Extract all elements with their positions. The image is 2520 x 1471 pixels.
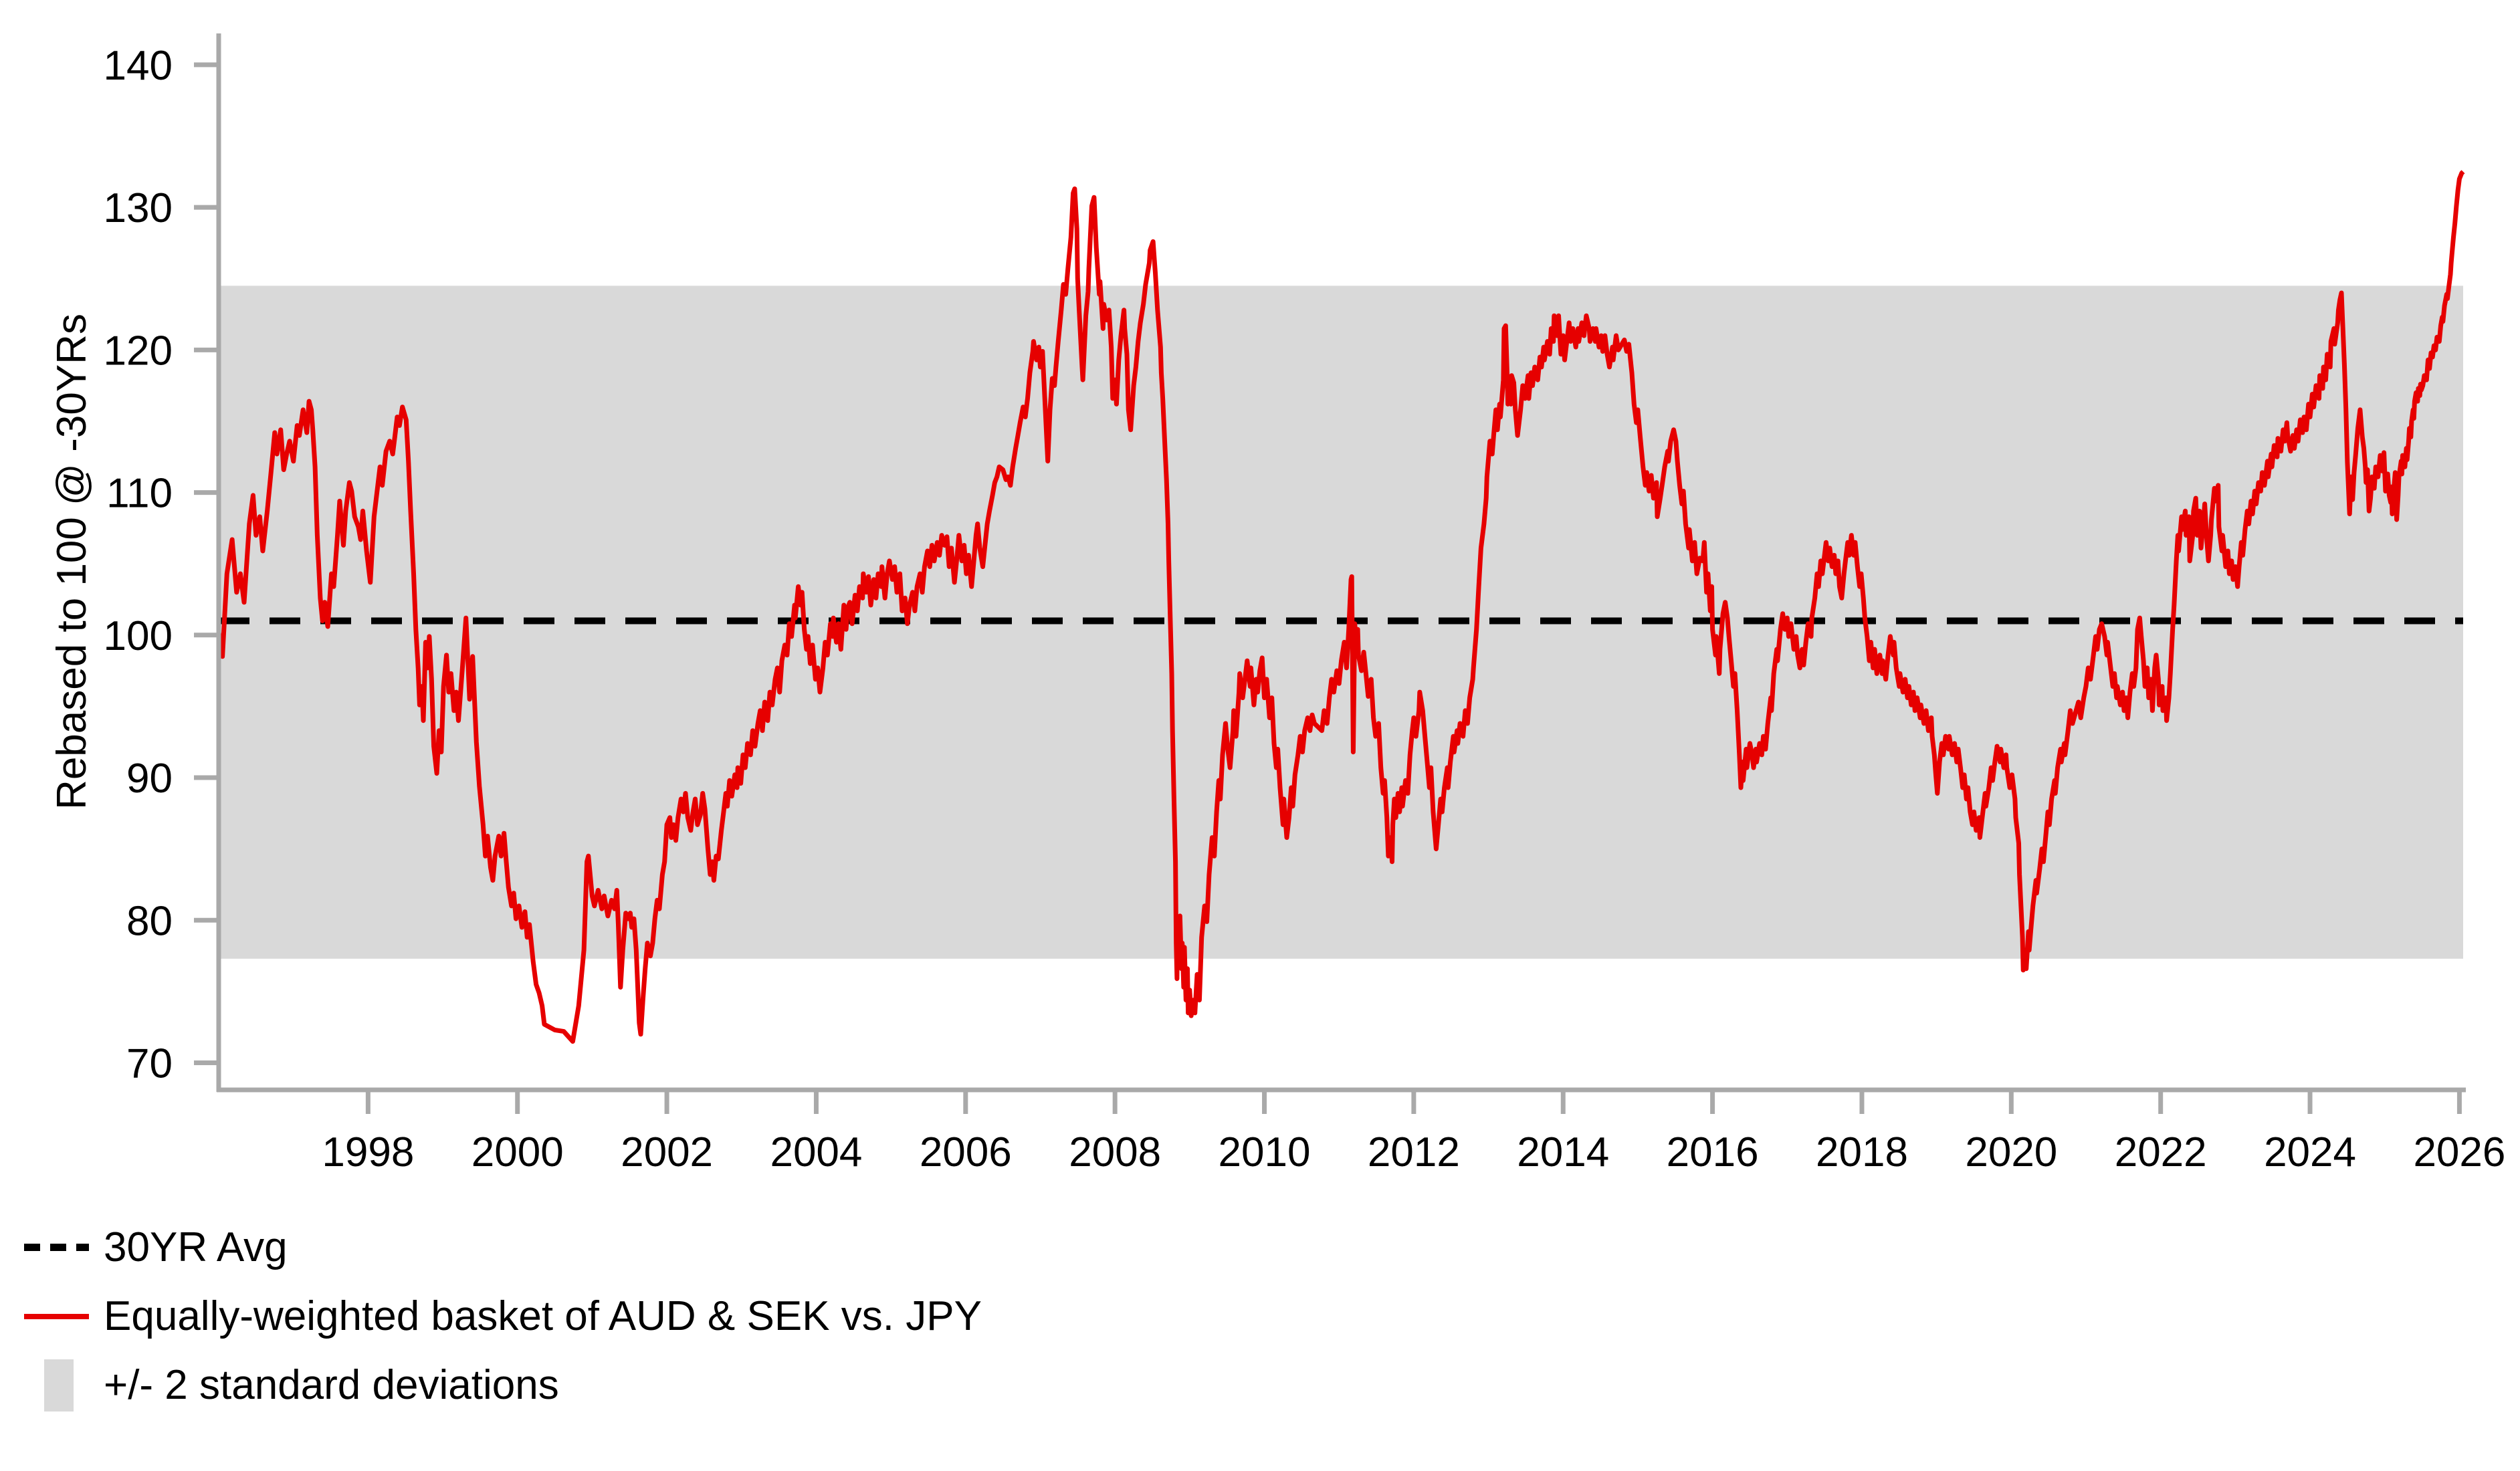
x-tick-label: 2006 <box>920 1129 1012 1175</box>
series-layer <box>216 170 2465 1044</box>
y-tick-label: 130 <box>104 185 173 231</box>
x-tick-label: 2026 <box>2413 1129 2505 1175</box>
y-axis-title: Rebased to 100 @ -30YRs <box>49 314 95 810</box>
dashed-line-swatch-icon <box>24 1244 89 1251</box>
legend-label-band: +/- 2 standard deviations <box>104 1361 559 1408</box>
legend-label-basket: Equally-weighted basket of AUD & SEK vs.… <box>104 1292 982 1339</box>
x-tick-label: 2010 <box>1219 1129 1311 1175</box>
legend-swatch-column <box>24 1244 91 1251</box>
legend-item-basket: Equally-weighted basket of AUD & SEK vs.… <box>24 1282 982 1351</box>
legend-item-avg: 30YR Avg <box>24 1213 982 1282</box>
legend-swatch-column <box>24 1359 91 1411</box>
x-tick-label: 2014 <box>1517 1129 1609 1175</box>
axis-layer: 70 80 90 100 110 120 130 140 1998 2000 2002 2004 200… <box>104 33 2505 1175</box>
y-tick-label: 100 <box>104 613 173 659</box>
y-tick-label: 120 <box>104 328 173 374</box>
y-tick-label: 90 <box>126 756 173 802</box>
y-tick-label: 110 <box>106 471 173 517</box>
x-tick-label: 2002 <box>621 1129 713 1175</box>
x-tick-label: 2022 <box>2115 1129 2207 1175</box>
y-tick-label: 80 <box>126 898 173 944</box>
basket-series-line <box>216 170 2465 1044</box>
legend-label-avg: 30YR Avg <box>104 1224 288 1270</box>
legend: 30YR Avg Equally-weighted basket of AUD … <box>24 1213 982 1420</box>
y-tick-label: 140 <box>104 43 173 89</box>
x-tick-label: 2004 <box>770 1129 862 1175</box>
red-line-swatch-icon <box>24 1313 89 1319</box>
legend-item-band: +/- 2 standard deviations <box>24 1351 982 1420</box>
x-tick-label: 2012 <box>1368 1129 1460 1175</box>
y-tick-label: 70 <box>126 1040 173 1087</box>
x-tick-label: 2020 <box>1965 1129 2057 1175</box>
x-tick-label: 2024 <box>2264 1129 2356 1175</box>
legend-swatch-column <box>24 1313 91 1319</box>
x-tick-label: 1998 <box>322 1129 414 1175</box>
x-tick-label: 2018 <box>1816 1129 1908 1175</box>
x-tick-label: 2016 <box>1667 1129 1759 1175</box>
x-tick-label: 2000 <box>471 1129 564 1175</box>
gray-band-swatch-icon <box>44 1359 74 1411</box>
x-tick-label: 2008 <box>1069 1129 1161 1175</box>
